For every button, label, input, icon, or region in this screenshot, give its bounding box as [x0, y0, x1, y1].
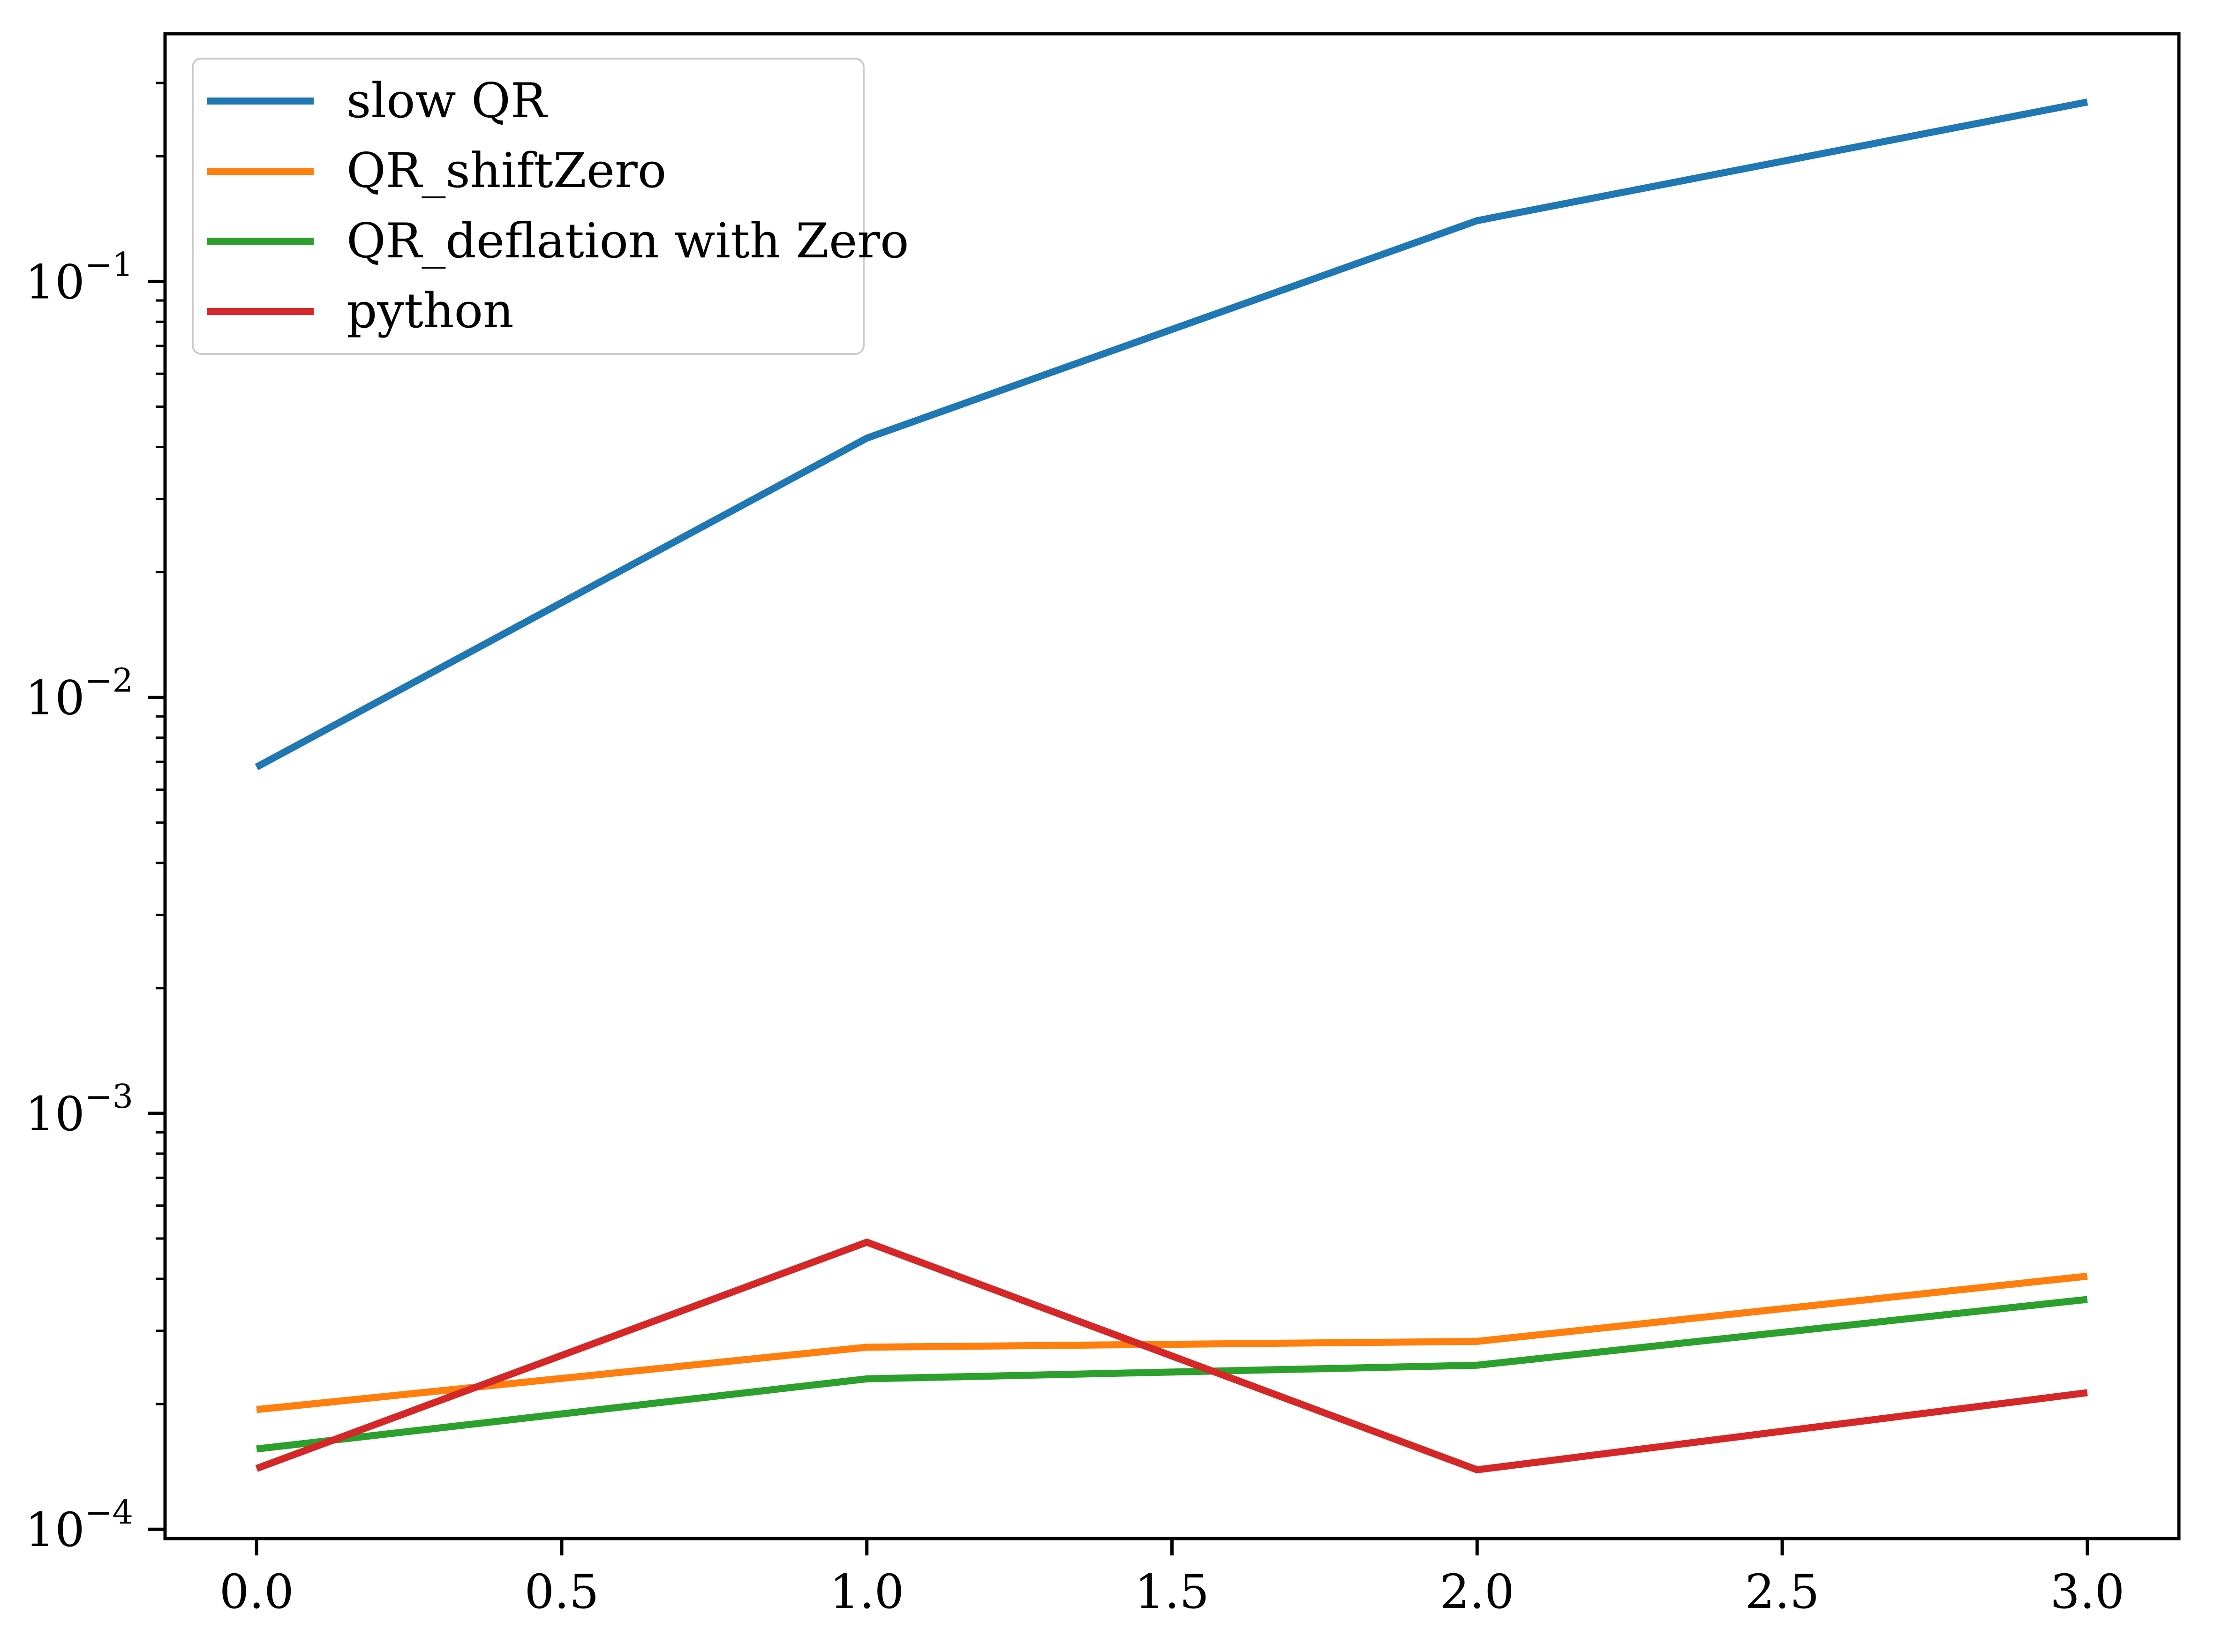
legend-line-swatch-qr-deflation: [207, 238, 314, 245]
legend-line-swatch-qr-shiftzero: [207, 167, 314, 175]
x-tick-label: 2.5: [1745, 1564, 1819, 1619]
legend-label-python: python: [347, 283, 514, 339]
legend-item-slow-qr: slow QR: [207, 77, 853, 125]
y-tick-label: 10−4: [25, 1493, 133, 1557]
x-tick-label: 0.0: [219, 1564, 294, 1619]
legend-line-swatch-slow-qr: [207, 98, 314, 105]
legend-item-qr-shiftzero: QR_shiftZero: [207, 147, 853, 195]
y-tick-label: 10−2: [25, 661, 133, 726]
x-tick-label: 2.0: [1440, 1564, 1514, 1619]
y-tick-label: 10−1: [25, 245, 133, 309]
y-tick-label: 10−3: [25, 1077, 133, 1141]
legend-label-slow-qr: slow QR: [347, 73, 547, 129]
legend-label-qr-shiftzero: QR_shiftZero: [347, 143, 667, 199]
series-line-qr-deflation-with-zero: [256, 1296, 2088, 1453]
series-line-qr-shiftzero: [256, 1272, 2088, 1413]
x-tick-label: 1.0: [829, 1564, 904, 1619]
legend-line-swatch-python: [207, 308, 314, 315]
x-tick-label: 1.5: [1135, 1564, 1209, 1619]
legend-item-qr-deflation: QR_deflation with Zero: [207, 217, 909, 265]
legend-label-qr-deflation: QR_deflation with Zero: [347, 213, 909, 269]
x-tick-label: 3.0: [2050, 1564, 2125, 1619]
series-line-python: [255, 1239, 2088, 1473]
series-line-slow-qr: [255, 98, 2088, 770]
legend: slow QR QR_shiftZero QR_deflation with Z…: [192, 58, 909, 355]
legend-item-python: python: [207, 287, 853, 335]
x-tick-label: 0.5: [524, 1564, 599, 1619]
